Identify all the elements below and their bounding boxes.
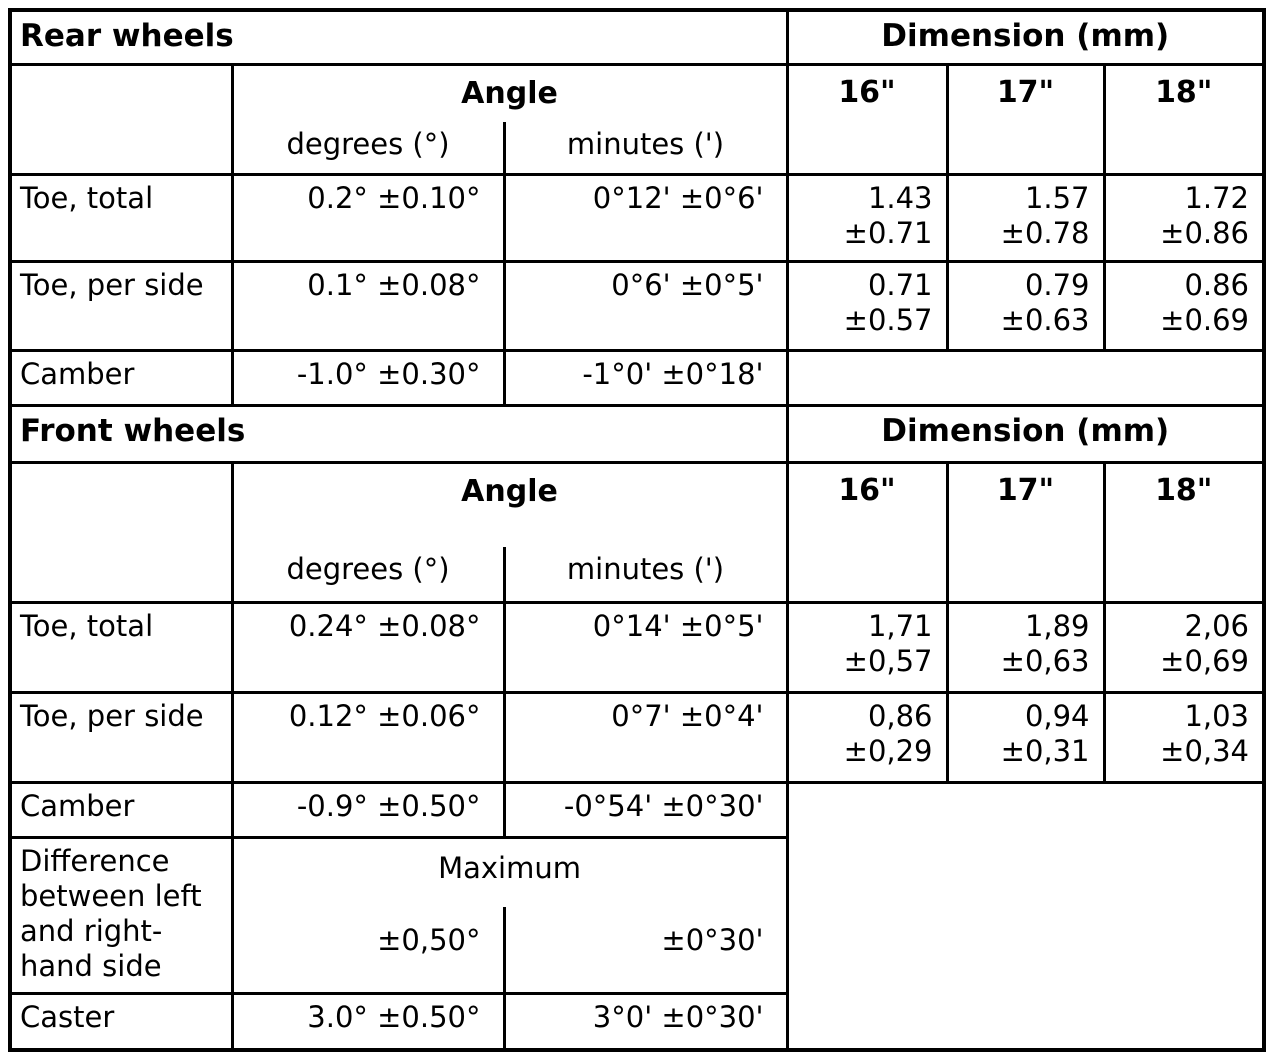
difference-row: Difference between left and right-hand s…: [8, 835, 1264, 995]
dim-tolerance: ±0,31: [1000, 733, 1090, 768]
front-section-title: Front wheels: [8, 403, 789, 464]
front-section-header-row: Front wheels Dimension (mm): [8, 403, 1266, 464]
dim-tolerance: ±0.86: [1160, 215, 1250, 250]
row-label: Toe, total: [8, 172, 234, 263]
dim-nominal: 0.79: [1024, 267, 1090, 302]
dim-nominal: 1,89: [1024, 608, 1090, 643]
dim-nominal: 0,86: [867, 698, 933, 733]
row-label: Camber: [8, 780, 234, 839]
front-size-header-18: 18": [1102, 460, 1266, 604]
table-row: Toe, total 0.24° ±0.08° 0°14' ±0°5' 1,71…: [8, 600, 1266, 694]
dim-nominal: 0,94: [1024, 698, 1090, 733]
degrees-value: 3.0° ±0.50°: [230, 991, 506, 1052]
table-row: Caster 3.0° ±0.50° 3°0' ±0°30': [8, 991, 1264, 1052]
dim-cell-16: 1,71 ±0,57: [785, 600, 949, 694]
dim-cell-16: 0.71 ±0.57: [785, 259, 949, 352]
degrees-value: 0.2° ±0.10°: [230, 172, 506, 263]
dim-nominal: 1,03: [1184, 698, 1250, 733]
degrees-value: -1.0° ±0.30°: [230, 348, 506, 407]
dim-tolerance: ±0.71: [843, 215, 933, 250]
dim-cell-18: 1,03 ±0,34: [1102, 690, 1266, 784]
dim-nominal: 2,06: [1184, 608, 1250, 643]
rear-corner-empty-cell: [8, 62, 234, 176]
front-minutes-header: minutes ('): [502, 547, 789, 604]
rear-dimension-header: Dimension (mm): [785, 8, 1266, 66]
dim-cell-16: 1.43 ±0.71: [785, 172, 949, 263]
dim-nominal: 0.86: [1184, 267, 1250, 302]
dim-nominal: 0.71: [867, 267, 933, 302]
minutes-value: -1°0' ±0°18': [502, 348, 789, 407]
front-corner-empty-cell: [8, 460, 234, 604]
table-row: Camber -0.9° ±0.50° -0°54' ±0°30': [8, 780, 1266, 1052]
front-degrees-header: degrees (°): [230, 547, 506, 604]
dim-cell-18: 2,06 ±0,69: [1102, 600, 1266, 694]
dim-cell-16: 0,86 ±0,29: [785, 690, 949, 784]
dim-cell-18: 1.72 ±0.86: [1102, 172, 1266, 263]
rear-size-header-16: 16": [785, 62, 949, 176]
minutes-value: ±0°30': [502, 907, 789, 995]
minutes-value: 0°14' ±0°5': [502, 600, 789, 694]
rear-minutes-header: minutes ('): [502, 122, 789, 176]
dim-cell-17: 0,94 ±0,31: [945, 690, 1106, 784]
degrees-value: 0.12° ±0.06°: [230, 690, 506, 784]
minutes-value: 0°6' ±0°5': [502, 259, 789, 352]
dim-tolerance: ±0.69: [1160, 302, 1250, 337]
wheel-alignment-table: Rear wheels Dimension (mm) Angle 16" 17"…: [8, 8, 1267, 1052]
row-label: Camber: [8, 348, 234, 407]
degrees-value: 0.1° ±0.08°: [230, 259, 506, 352]
dim-tolerance: ±0,63: [1000, 643, 1090, 678]
difference-values-row: ±0,50° ±0°30': [10, 907, 1264, 995]
row-label: Caster: [8, 991, 234, 1052]
rear-degrees-header: degrees (°): [230, 122, 506, 176]
degrees-value: 0.24° ±0.08°: [230, 600, 506, 694]
degrees-value: -0.9° ±0.50°: [230, 780, 506, 839]
dim-cell-17: 1,89 ±0,63: [945, 600, 1106, 694]
dim-cell-17: 0.79 ±0.63: [945, 259, 1106, 352]
row-label: Toe, per side: [8, 690, 234, 784]
rear-angle-header: Angle: [230, 62, 789, 122]
front-angle-subheader-row: degrees (°) minutes ('): [10, 547, 1264, 604]
front-dimension-header: Dimension (mm): [785, 403, 1266, 464]
table-row: Toe, total 0.2° ±0.10° 0°12' ±0°6' 1.43 …: [8, 172, 1266, 263]
maximum-header: Maximum: [230, 835, 789, 907]
row-label: Toe, per side: [8, 259, 234, 352]
dim-tolerance: ±0,29: [843, 733, 933, 768]
dim-nominal: 1.43: [867, 180, 933, 215]
dim-nominal: 1,71: [867, 608, 933, 643]
table-row: Toe, per side 0.12° ±0.06° 0°7' ±0°4' 0,…: [8, 690, 1266, 784]
dim-tolerance: ±0.78: [1000, 215, 1090, 250]
dim-nominal: 1.72: [1184, 180, 1250, 215]
rear-empty-dim-cell: [785, 348, 1266, 407]
rear-size-header-17: 17": [945, 62, 1106, 176]
dim-cell-18: 0.86 ±0.69: [1102, 259, 1266, 352]
dim-tolerance: ±0,57: [843, 643, 933, 678]
minutes-value: 0°7' ±0°4': [502, 690, 789, 784]
table-row: Camber -1.0° ±0.30° -1°0' ±0°18': [8, 348, 1266, 407]
front-empty-dim-cell: [785, 780, 1266, 1052]
rear-angle-subheader-row: degrees (°) minutes ('): [10, 122, 1264, 176]
degrees-value: ±0,50°: [230, 907, 506, 995]
rear-section-header-row: Rear wheels Dimension (mm): [8, 8, 1266, 66]
row-label: Toe, total: [8, 600, 234, 694]
row-label: Difference between left and right-hand s…: [8, 835, 234, 995]
front-size-header-16: 16": [785, 460, 949, 604]
minutes-value: 0°12' ±0°6': [502, 172, 789, 263]
front-size-header-17: 17": [945, 460, 1106, 604]
front-angle-header-row: Angle 16" 17" 18": [8, 460, 1266, 604]
rear-angle-header-row: Angle 16" 17" 18": [8, 62, 1266, 176]
minutes-value: 3°0' ±0°30': [502, 991, 789, 1052]
dim-tolerance: ±0,34: [1160, 733, 1250, 768]
dim-tolerance: ±0.63: [1000, 302, 1090, 337]
rear-section-title: Rear wheels: [8, 8, 789, 66]
dim-cell-17: 1.57 ±0.78: [945, 172, 1106, 263]
table-row: Toe, per side 0.1° ±0.08° 0°6' ±0°5' 0.7…: [8, 259, 1266, 352]
dim-tolerance: ±0.57: [843, 302, 933, 337]
dim-nominal: 1.57: [1024, 180, 1090, 215]
rear-size-header-18: 18": [1102, 62, 1266, 176]
front-angle-header: Angle: [230, 460, 789, 547]
minutes-value: -0°54' ±0°30': [502, 780, 789, 839]
dim-tolerance: ±0,69: [1160, 643, 1250, 678]
